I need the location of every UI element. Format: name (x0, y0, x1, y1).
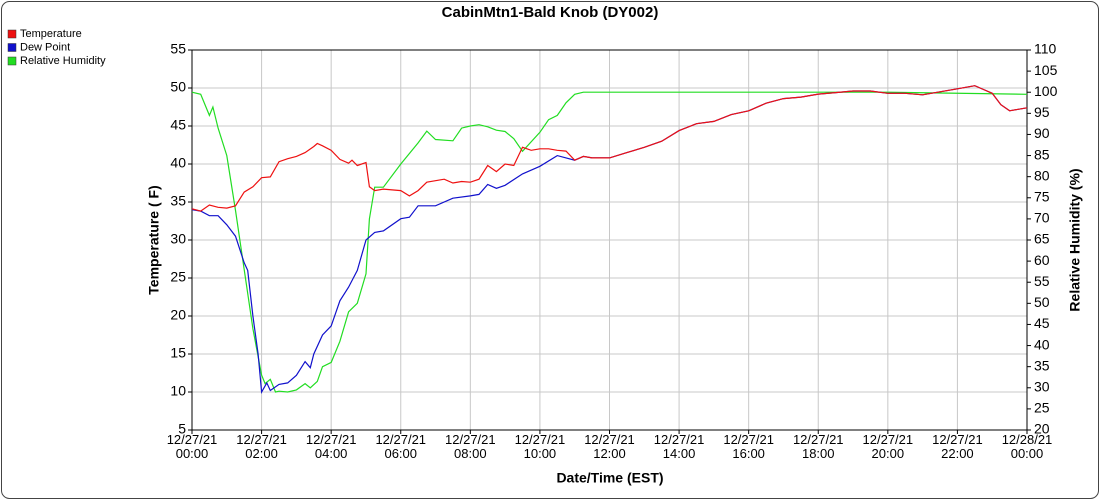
y2-tick-label: 80 (1034, 167, 1050, 183)
y-tick-label: 20 (170, 307, 186, 323)
x-tick-label: 12/27/21 08:00 (445, 432, 496, 461)
y2-tick-label: 65 (1034, 231, 1050, 247)
x-tick-label: 12/28/21 00:00 (1001, 432, 1053, 461)
x-tick-label: 12/27/21 20:00 (862, 432, 914, 461)
series-line (191, 85, 1028, 212)
y2-tick-label: 110 (1034, 41, 1057, 57)
x-tick-label: 12/27/21 18:00 (792, 432, 844, 461)
y2-tick-label: 40 (1034, 336, 1050, 352)
x-tick-label: 12/27/21 16:00 (723, 432, 774, 461)
y-tick-label: 10 (170, 383, 186, 399)
x-tick-label: 12/27/21 00:00 (166, 432, 218, 461)
y-tick-label: 50 (170, 79, 186, 95)
y-tick-label: 15 (170, 345, 186, 361)
plot-frame (191, 49, 1028, 431)
x-tick-label: 12/27/21 06:00 (375, 432, 427, 461)
y2-tick-label: 100 (1034, 83, 1058, 99)
y-tick-label: 30 (170, 231, 186, 247)
x-tick-label: 12/27/21 12:00 (584, 432, 635, 461)
x-tick-label: 12/27/21 04:00 (305, 432, 357, 461)
x-tick-label: 12/27/21 22:00 (932, 432, 983, 461)
y2-tick-label: 45 (1034, 315, 1050, 331)
y-tick-label: 55 (170, 41, 186, 57)
y-tick-label: 5 (178, 421, 186, 437)
legend-swatch (7, 29, 17, 39)
y2-tick-label: 35 (1034, 357, 1050, 373)
y2-tick-label: 70 (1034, 210, 1050, 226)
y-tick-label: 35 (170, 193, 186, 209)
y2-tick-label: 25 (1034, 400, 1050, 416)
y2-tick-label: 30 (1034, 378, 1050, 394)
y2-axis-label: Relative Humidity (%) (1067, 168, 1083, 311)
legend-label: Relative Humidity (20, 55, 106, 67)
y2-tick-label: 85 (1034, 146, 1050, 162)
x-axis-label: Date/Time (EST) (556, 470, 663, 486)
y-tick-label: 45 (170, 117, 186, 133)
y2-tick-label: 55 (1034, 273, 1050, 289)
y2-tick-label: 105 (1034, 62, 1058, 78)
y2-tick-label: 75 (1034, 188, 1050, 204)
x-tick-label: 12/27/21 10:00 (514, 432, 566, 461)
legend-swatch (7, 56, 17, 66)
y2-tick-label: 90 (1034, 125, 1050, 141)
x-tick-label: 12/27/21 14:00 (653, 432, 705, 461)
x-tick-label: 12/27/21 02:00 (236, 432, 287, 461)
legend-label: Temperature (20, 28, 82, 40)
y2-tick-label: 60 (1034, 252, 1050, 268)
y2-tick-label: 50 (1034, 294, 1050, 310)
legend-label: Dew Point (20, 41, 70, 53)
y-axis-label: Temperature ( F) (146, 185, 162, 294)
y-tick-label: 40 (170, 155, 186, 171)
series-line (191, 91, 1028, 393)
chart-title: CabinMtn1-Bald Knob (DY002) (442, 4, 659, 21)
legend-swatch (7, 43, 17, 52)
y2-tick-label: 20 (1034, 421, 1050, 437)
y-tick-label: 25 (170, 269, 186, 285)
y2-tick-label: 95 (1034, 104, 1050, 120)
